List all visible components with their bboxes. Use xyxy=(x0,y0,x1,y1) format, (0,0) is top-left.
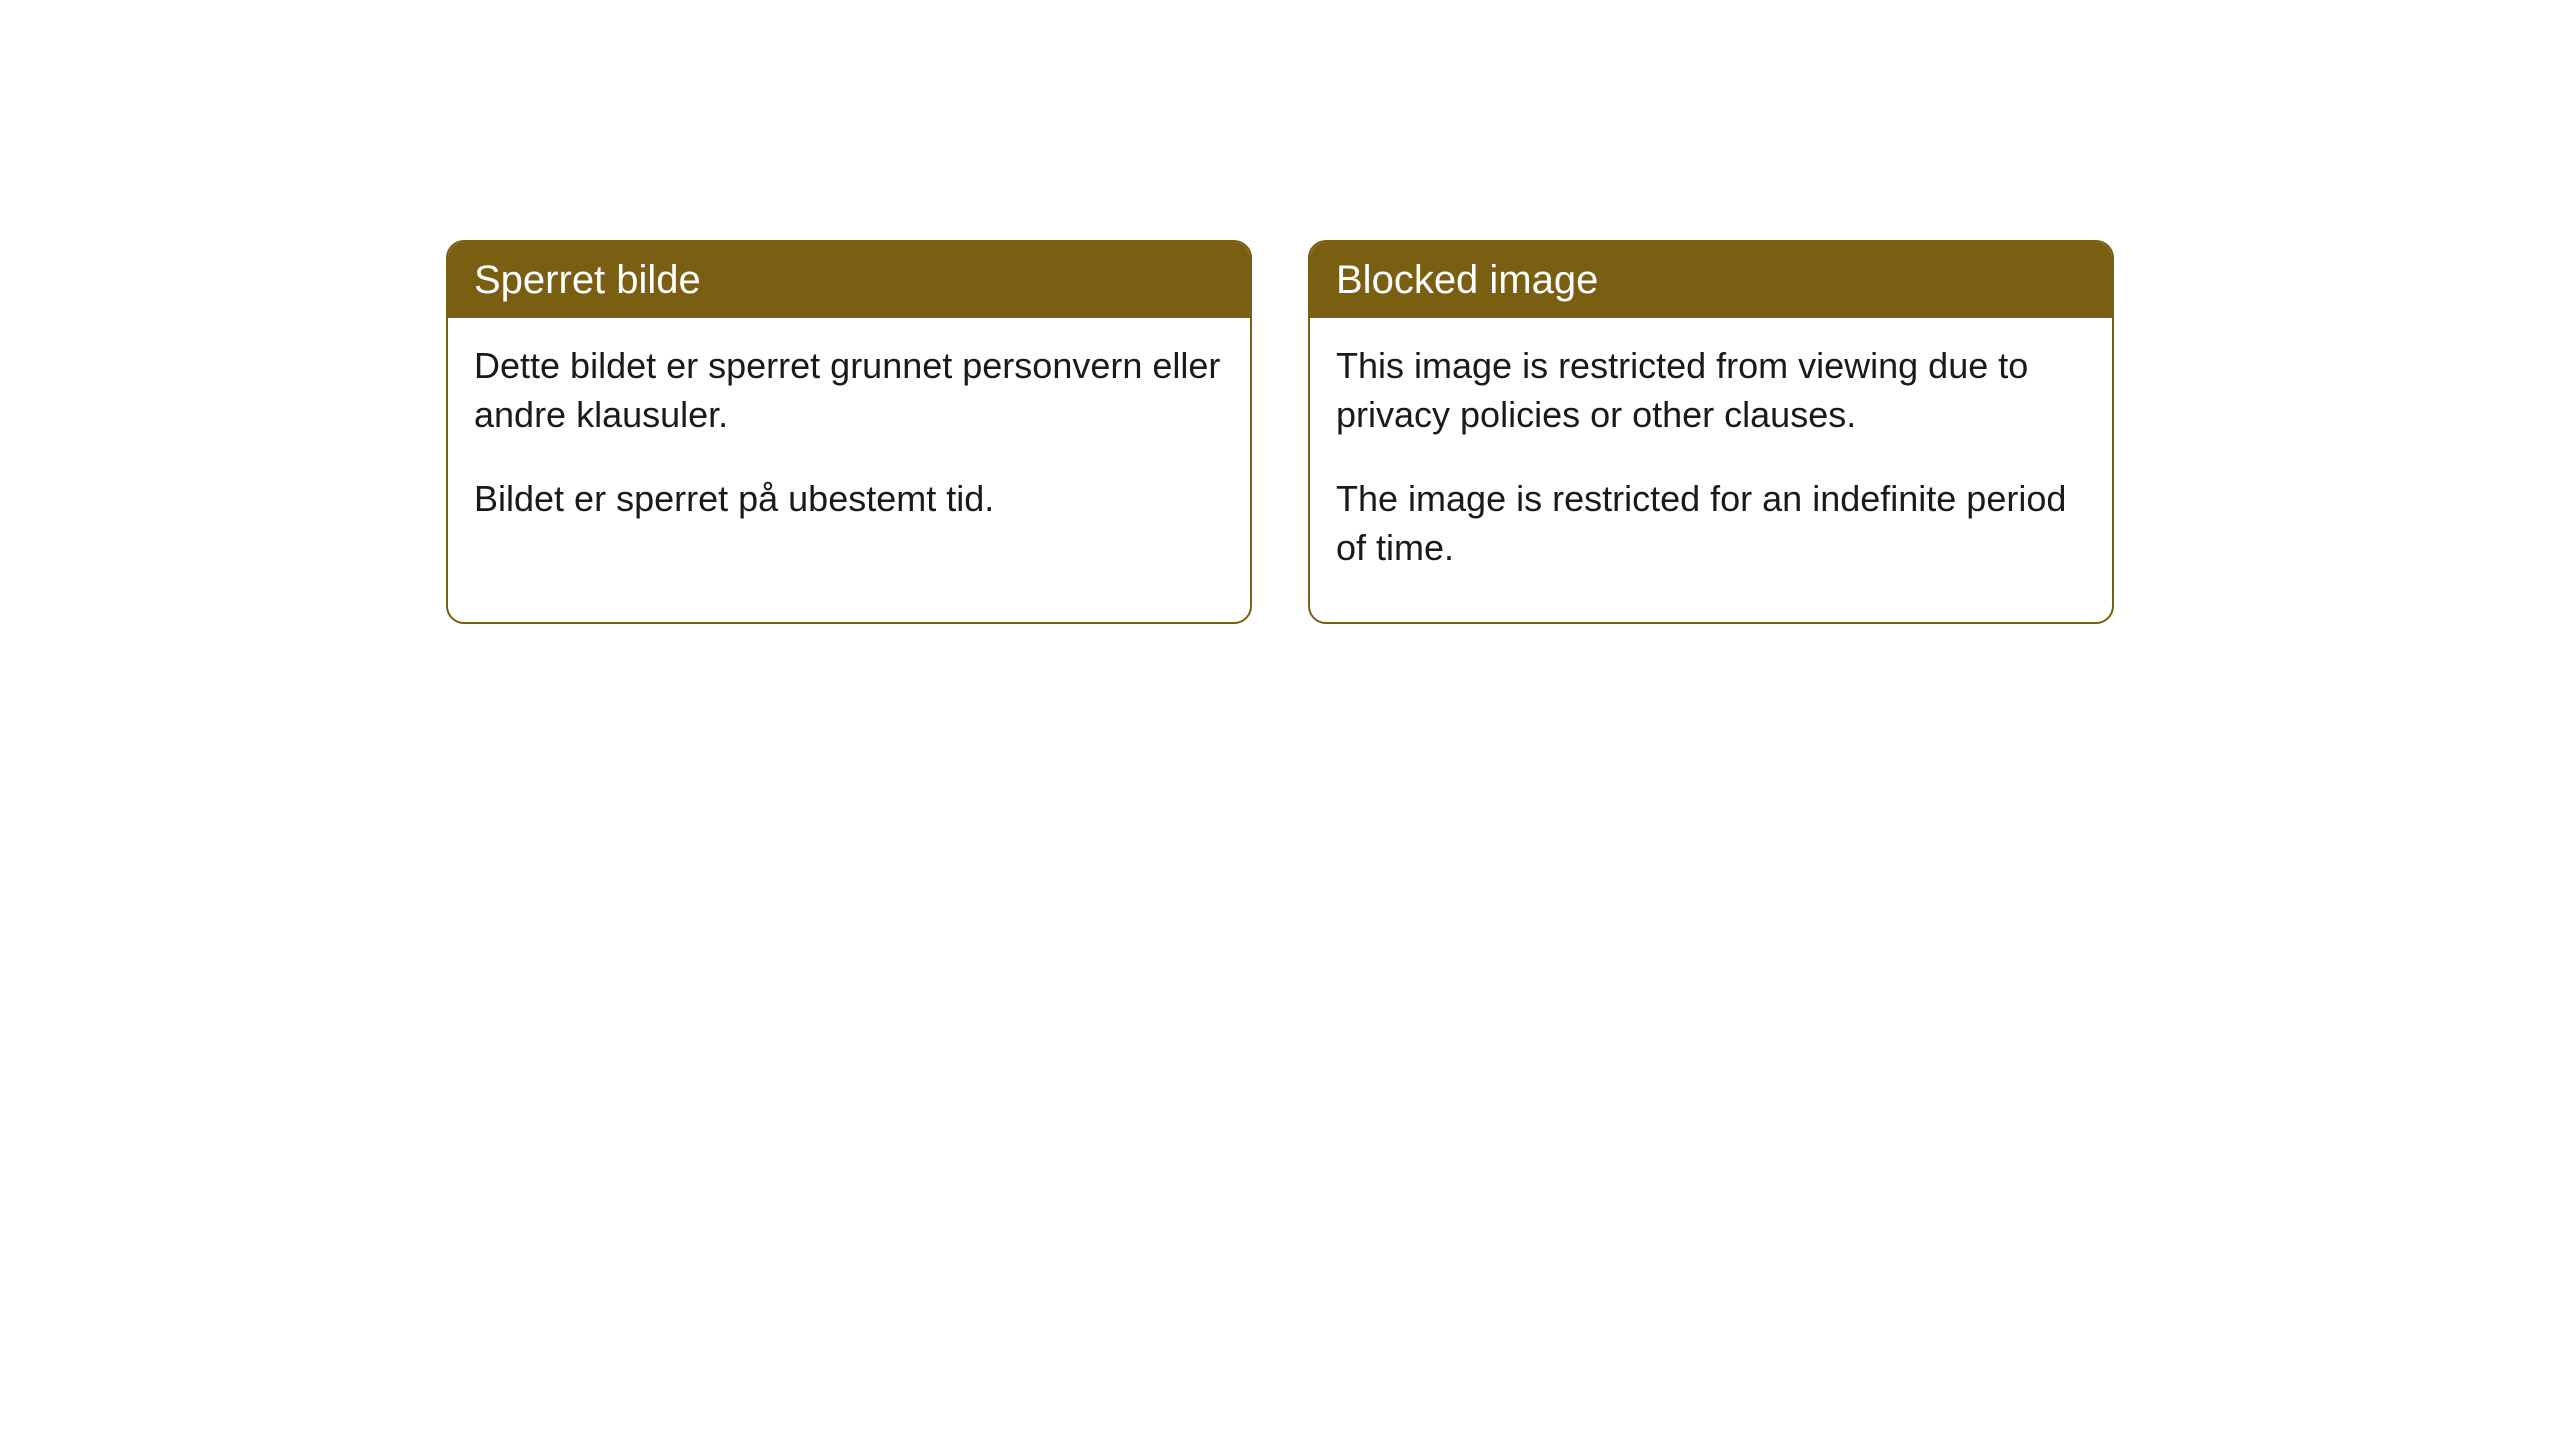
blocked-image-card-norwegian: Sperret bilde Dette bildet er sperret gr… xyxy=(446,240,1252,624)
card-header-norwegian: Sperret bilde xyxy=(448,242,1250,318)
card-body-english: This image is restricted from viewing du… xyxy=(1310,318,2112,622)
card-title: Blocked image xyxy=(1336,258,1598,302)
card-body-norwegian: Dette bildet er sperret grunnet personve… xyxy=(448,318,1250,574)
card-paragraph-1: Dette bildet er sperret grunnet personve… xyxy=(474,342,1224,439)
blocked-image-card-english: Blocked image This image is restricted f… xyxy=(1308,240,2114,624)
card-container: Sperret bilde Dette bildet er sperret gr… xyxy=(0,240,2560,624)
card-paragraph-2: The image is restricted for an indefinit… xyxy=(1336,475,2086,572)
card-paragraph-1: This image is restricted from viewing du… xyxy=(1336,342,2086,439)
card-title: Sperret bilde xyxy=(474,258,701,302)
card-paragraph-2: Bildet er sperret på ubestemt tid. xyxy=(474,475,1224,524)
card-header-english: Blocked image xyxy=(1310,242,2112,318)
